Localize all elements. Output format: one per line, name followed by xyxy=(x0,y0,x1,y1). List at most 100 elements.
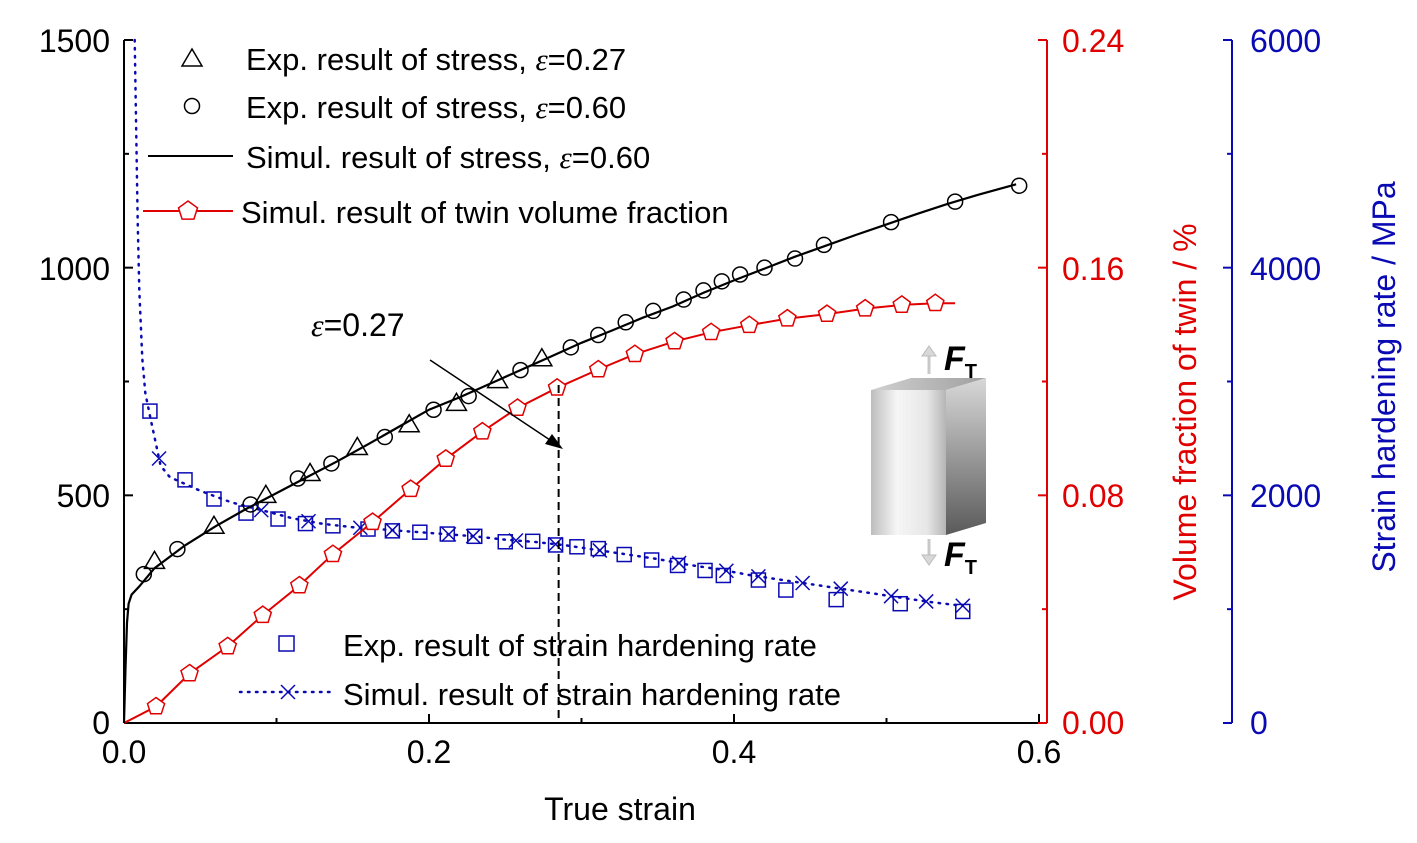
point-twin-fraction xyxy=(817,304,837,323)
right1-y-tick-label: 0.24 xyxy=(1062,23,1124,59)
point-exp-hardening xyxy=(547,537,564,553)
point-exp-hardening xyxy=(715,567,732,584)
point-exp-hardening xyxy=(669,557,686,574)
specimen-side-face xyxy=(946,378,986,535)
point-exp-hardening xyxy=(177,472,193,488)
point-twin-fraction xyxy=(363,512,382,531)
x-tick-labels: 0.0 0.2 0.4 0.6 xyxy=(102,734,1061,770)
specimen-inset: FT FT xyxy=(871,340,986,579)
point-exp-stress-027 xyxy=(298,461,322,482)
point-exp-stress-060 xyxy=(882,213,900,231)
point-exp-stress-060 xyxy=(644,302,662,320)
point-exp-stress-027 xyxy=(486,369,509,389)
annotation-arrow-head xyxy=(545,434,563,449)
point-simul-hardening-x xyxy=(508,532,524,549)
point-exp-stress-027 xyxy=(445,391,468,412)
point-twin-fraction xyxy=(665,331,684,350)
plot-area xyxy=(122,38,1028,724)
point-exp-stress-027 xyxy=(346,436,369,456)
legend-bottom: Exp. result of strain hardening rate Sim… xyxy=(238,628,841,712)
right1-y-tick-label: 0.16 xyxy=(1062,251,1124,287)
point-exp-hardening xyxy=(778,582,794,598)
point-exp-stress-027 xyxy=(530,347,554,367)
point-twin-fraction xyxy=(180,663,199,682)
point-simul-hardening-x xyxy=(795,575,811,591)
point-exp-stress-060 xyxy=(242,496,259,513)
x-axis-title: True strain xyxy=(544,791,696,827)
legend-label: Exp. result of strain hardening rate xyxy=(343,628,817,663)
point-exp-stress-060 xyxy=(512,361,529,379)
right1-y-tick-label: 0.08 xyxy=(1062,478,1124,514)
legend-x-marker xyxy=(280,684,296,700)
point-exp-hardening xyxy=(142,403,158,419)
point-exp-stress-060 xyxy=(731,266,749,283)
annotation-arrow-line xyxy=(429,359,557,445)
point-exp-stress-060 xyxy=(376,428,394,446)
point-exp-stress-060 xyxy=(695,282,712,299)
point-twin-fraction xyxy=(508,398,527,416)
left-y-tick-label: 1500 xyxy=(39,23,110,59)
legend-circle-marker xyxy=(183,97,201,115)
legend-item-exp-hardening: Exp. result of strain hardening rate xyxy=(278,628,817,663)
point-twin-fraction xyxy=(855,298,875,317)
point-twin-fraction xyxy=(547,377,567,396)
point-exp-stress-027 xyxy=(202,514,226,535)
point-simul-hardening-x xyxy=(718,563,734,579)
right1-y-tick-label: 0.00 xyxy=(1062,705,1124,741)
point-exp-stress-060 xyxy=(562,339,580,356)
point-exp-stress-060 xyxy=(323,455,340,472)
right1-axis-title: Volume fraction of twin / % xyxy=(1167,223,1203,600)
point-exp-hardening xyxy=(643,552,660,568)
point-twin-fraction xyxy=(777,308,797,327)
legend-label: Simul. result of stress, ε=0.60 xyxy=(246,140,650,175)
legend-item-simul-stress: Simul. result of stress, ε=0.60 xyxy=(148,140,650,175)
legend-label: Simul. result of twin volume fraction xyxy=(241,195,729,230)
right1-y-tick-labels: 0.00 0.08 0.16 0.24 xyxy=(1062,23,1124,741)
legend-pentagon-marker xyxy=(177,200,199,220)
force-arrow-down-icon xyxy=(921,539,937,566)
point-exp-hardening xyxy=(412,524,428,540)
point-simul-hardening-x xyxy=(253,502,269,518)
point-exp-stress-060 xyxy=(1010,177,1028,194)
point-exp-hardening xyxy=(892,595,908,612)
point-exp-hardening xyxy=(616,546,632,563)
point-twin-fraction xyxy=(253,605,273,624)
point-exp-hardening xyxy=(955,603,971,620)
point-simul-hardening-x xyxy=(955,598,971,614)
point-twin-fraction xyxy=(218,636,238,655)
specimen-front-face xyxy=(871,390,946,535)
point-twin-fraction xyxy=(588,359,608,378)
point-exp-stress-060 xyxy=(425,401,442,418)
point-simul-hardening-x xyxy=(918,593,934,609)
right2-axis-title: Strain hardening rate / MPa xyxy=(1366,181,1402,573)
left-y-tick-labels: 0 500 1000 1500 xyxy=(39,23,110,741)
point-exp-hardening xyxy=(467,528,483,545)
point-exp-stress-060 xyxy=(946,193,964,210)
point-exp-hardening xyxy=(750,572,767,588)
point-twin-fraction xyxy=(925,293,945,312)
point-exp-hardening xyxy=(384,523,401,539)
force-arrow-up-icon xyxy=(921,345,937,374)
point-simul-hardening-x xyxy=(441,526,457,542)
point-exp-stress-060 xyxy=(289,470,307,487)
strain-annotation: ε=0.27 xyxy=(311,307,563,723)
right2-y-tick-label: 0 xyxy=(1250,705,1268,741)
annotation-label: ε=0.27 xyxy=(311,307,405,343)
legend-label: Exp. result of stress, ε=0.60 xyxy=(246,90,626,125)
point-twin-fraction xyxy=(701,322,721,341)
point-twin-fraction xyxy=(401,479,421,498)
legend-item-simul-twin: Simul. result of twin volume fraction xyxy=(143,195,729,230)
legend-triangle-marker xyxy=(180,47,204,67)
point-exp-hardening xyxy=(569,539,585,555)
point-exp-stress-060 xyxy=(713,273,731,290)
point-twin-fraction xyxy=(289,575,309,594)
legend-item-exp-stress-060: Exp. result of stress, ε=0.60 xyxy=(183,90,626,125)
point-exp-stress-027 xyxy=(143,549,166,570)
point-twin-fraction xyxy=(146,696,166,715)
point-twin-fraction xyxy=(625,344,645,363)
x-tick-label: 0.0 xyxy=(102,734,146,770)
legend-label: Exp. result of stress, ε=0.27 xyxy=(246,42,626,77)
point-exp-hardening xyxy=(828,591,844,608)
point-exp-hardening xyxy=(325,518,341,534)
